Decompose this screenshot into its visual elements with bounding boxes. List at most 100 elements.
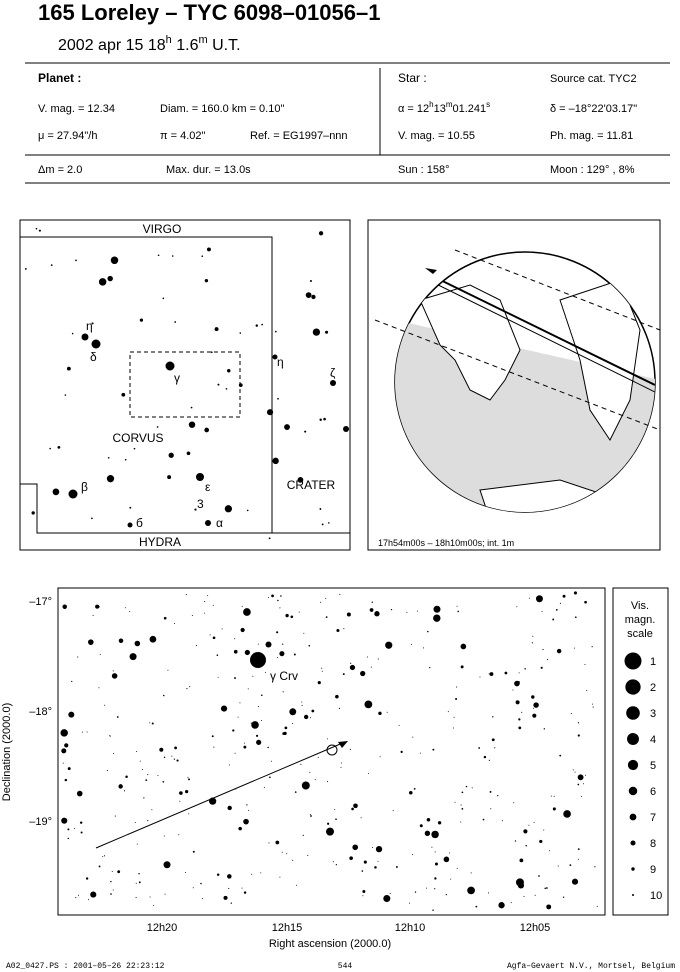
star (289, 708, 297, 716)
star (211, 735, 214, 738)
star (195, 644, 197, 647)
label: CRATER (287, 478, 336, 492)
star (535, 595, 543, 603)
star (61, 817, 68, 824)
scale-label: 7 (650, 812, 656, 824)
title: 165 Loreley – TYC 6098–01056–1 (38, 0, 380, 25)
star (519, 858, 524, 863)
star (118, 784, 123, 789)
star (443, 856, 450, 863)
star (425, 887, 427, 889)
star (377, 860, 379, 862)
label: scale (627, 628, 653, 640)
star (179, 791, 183, 795)
star (134, 822, 136, 824)
star (286, 853, 288, 855)
target (326, 744, 338, 756)
star (577, 734, 580, 737)
star (281, 851, 283, 853)
star (326, 827, 334, 836)
star (151, 809, 153, 811)
star (234, 752, 236, 754)
star (431, 846, 433, 848)
star (92, 614, 94, 616)
star (461, 791, 464, 794)
label: Δm = 2.0 (38, 164, 82, 176)
star (557, 865, 559, 867)
star (114, 815, 116, 817)
star (490, 808, 492, 810)
limit (454, 249, 661, 331)
star (491, 738, 495, 742)
star (282, 643, 284, 645)
label: V. mag. = 10.55 (398, 130, 475, 142)
star (591, 703, 593, 705)
star (162, 694, 165, 697)
star (419, 824, 423, 828)
star (135, 882, 137, 884)
star (538, 875, 540, 877)
star (174, 321, 177, 323)
star (325, 616, 328, 618)
star (488, 673, 490, 675)
star (31, 511, 35, 515)
star (483, 755, 487, 759)
star (153, 905, 155, 907)
boundary (20, 236, 273, 534)
star (118, 638, 124, 644)
star (311, 294, 316, 300)
star (176, 759, 179, 762)
star (308, 644, 311, 647)
frame (57, 587, 606, 916)
star (243, 608, 251, 616)
star (544, 887, 546, 890)
star (370, 666, 372, 668)
star (76, 790, 83, 797)
star (363, 860, 367, 864)
star (244, 742, 246, 744)
star (189, 686, 191, 688)
star (374, 866, 377, 869)
scale-dot (631, 867, 635, 871)
star (294, 791, 297, 793)
star (309, 280, 312, 283)
x-tick: 12h20 (147, 922, 178, 934)
t: 2002 apr 15 18 (58, 37, 166, 54)
star (78, 894, 80, 896)
star (173, 758, 175, 760)
star (163, 861, 171, 869)
limit (374, 319, 661, 431)
star (35, 227, 38, 230)
star (123, 790, 126, 792)
star (541, 610, 543, 612)
scale-label: 5 (650, 760, 656, 772)
star (276, 656, 278, 658)
label: α (216, 516, 223, 530)
label: HYDRA (139, 535, 181, 549)
star (200, 882, 202, 885)
star (214, 327, 219, 332)
star (349, 856, 353, 860)
star (350, 662, 352, 664)
star (238, 826, 242, 831)
star (251, 873, 253, 875)
star (307, 854, 309, 857)
star (163, 835, 165, 837)
star (196, 473, 204, 481)
x-tick: 12h15 (272, 922, 303, 934)
star (228, 887, 230, 890)
star (577, 783, 580, 786)
star (447, 711, 449, 713)
star (252, 675, 254, 677)
star (284, 424, 290, 431)
star (190, 406, 193, 409)
star (429, 667, 431, 669)
star (90, 891, 97, 898)
star (216, 873, 220, 877)
star-chart: γ Crv 12h20 12h15 12h10 12h05 –17° –18° … (1, 587, 606, 950)
star (389, 893, 391, 895)
label: Max. dur. = 13.0s (166, 164, 251, 176)
star (327, 822, 330, 825)
star (272, 354, 278, 360)
star (510, 902, 512, 904)
